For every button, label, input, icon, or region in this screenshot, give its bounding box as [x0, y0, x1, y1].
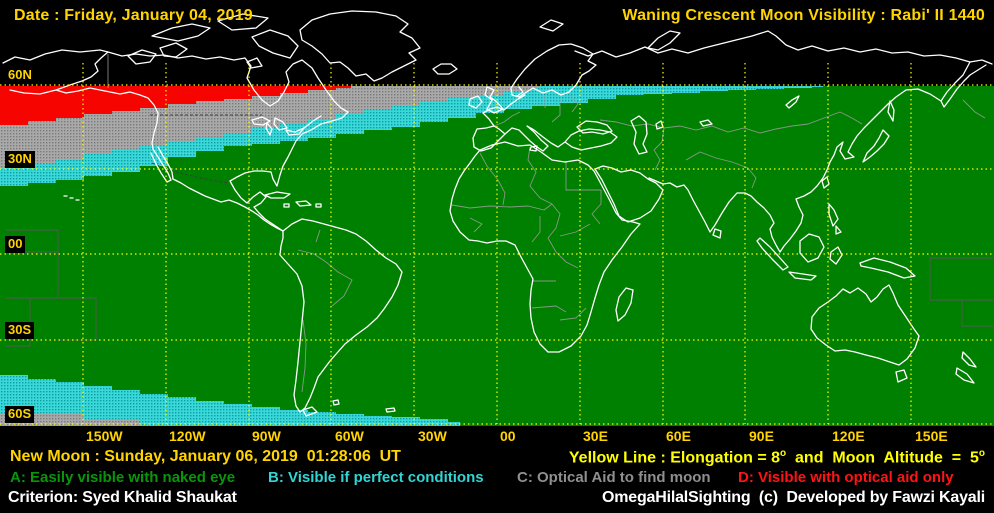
lon-label-90e: 90E: [749, 428, 774, 444]
lat-label-30n: 30N: [5, 151, 35, 168]
lat-label-00: 00: [5, 236, 26, 253]
lon-label-00: 00: [500, 428, 516, 444]
yellow-line-mid: and Moon Altitude = 5: [786, 449, 979, 467]
lat-label-60s: 60S: [5, 406, 35, 423]
credit-label: OmegaHilalSighting (c) Developed by Fawz…: [602, 489, 985, 506]
world-visibility-map: [0, 10, 994, 426]
lon-label-90w: 90W: [252, 428, 281, 444]
lon-label-30w: 30W: [418, 428, 447, 444]
lon-label-150e: 150E: [915, 428, 948, 444]
lon-label-120w: 120W: [169, 428, 206, 444]
lat-label-30s: 30S: [5, 322, 35, 339]
new-moon-label: New Moon : Sunday, January 06, 2019 01:2…: [10, 448, 401, 465]
yellow-line-pre: Yellow Line : Elongation = 8: [568, 449, 781, 467]
page-title: Waning Crescent Moon Visibility : Rabi' …: [622, 7, 985, 24]
yellow-line-label: Yellow Line : Elongation = 8o and Moon A…: [569, 448, 985, 468]
lon-label-120e: 120E: [832, 428, 865, 444]
legend-item-d: D: Visible with optical aid only: [738, 469, 954, 486]
date-label: Date : Friday, January 04, 2019: [14, 7, 253, 24]
lat-label-60n: 60N: [5, 67, 35, 84]
degree-sup: o: [780, 448, 787, 459]
lon-label-60w: 60W: [335, 428, 364, 444]
lon-label-60e: 60E: [666, 428, 691, 444]
criterion-label: Criterion: Syed Khalid Shaukat: [8, 489, 237, 506]
degree-sup: o: [978, 448, 985, 459]
legend-item-c: C: Optical Aid to find moon: [517, 469, 711, 486]
lon-label-30e: 30E: [583, 428, 608, 444]
lon-label-150w: 150W: [86, 428, 123, 444]
legend-item-b: B: Visible if perfect conditions: [268, 469, 484, 486]
legend-item-a: A: Easily visible with naked eye: [10, 469, 236, 486]
